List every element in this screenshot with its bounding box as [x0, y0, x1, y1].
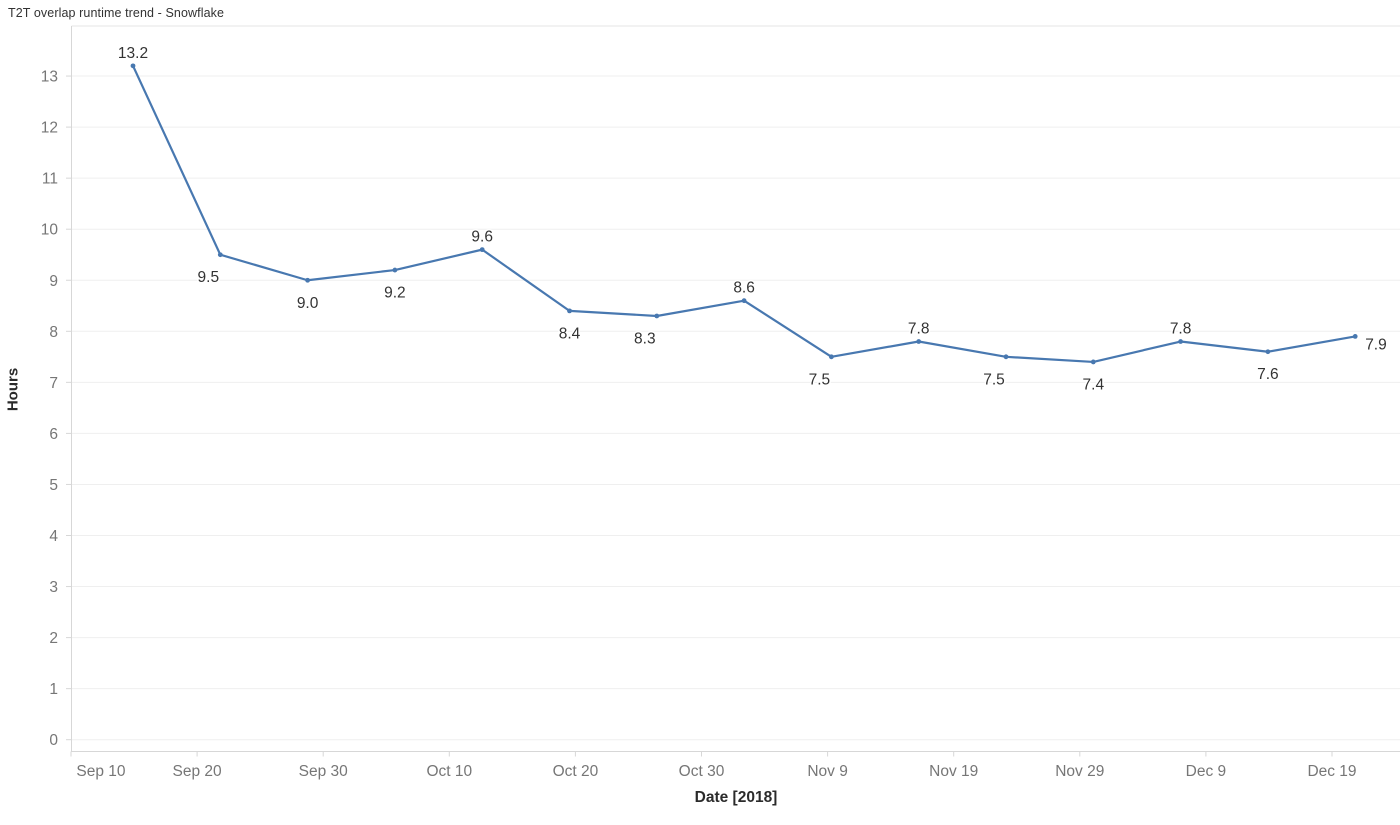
- x-tick-label: Nov 19: [929, 763, 978, 780]
- data-point-marker: [479, 247, 485, 253]
- data-point-marker: [1090, 359, 1096, 365]
- x-tick-label: Dec 19: [1307, 763, 1356, 780]
- x-tick-label: Oct 30: [679, 763, 725, 780]
- y-tick-label: 2: [49, 630, 58, 647]
- data-point-marker: [130, 63, 136, 69]
- data-point-marker: [567, 308, 572, 314]
- data-point-marker: [829, 354, 834, 360]
- x-tick-label: Dec 9: [1186, 763, 1227, 780]
- y-tick-label: 4: [49, 528, 58, 545]
- y-tick-label: 11: [42, 171, 58, 188]
- data-point-marker: [1003, 354, 1009, 360]
- x-tick-label: Oct 10: [426, 763, 472, 780]
- x-axis-title: Date [2018]: [694, 789, 778, 806]
- data-point-label: 7.5: [983, 371, 1005, 388]
- trend-line: [131, 64, 1357, 364]
- y-tick-label: 3: [49, 579, 58, 596]
- data-point-marker: [1178, 339, 1183, 344]
- data-point-marker: [741, 298, 747, 304]
- data-point-label: 9.2: [384, 285, 406, 302]
- y-tick-label: 13: [41, 69, 58, 86]
- data-point-label: 8.4: [559, 325, 581, 342]
- data-point-marker: [1352, 334, 1358, 339]
- y-tick-label: 10: [41, 222, 59, 239]
- data-point-marker: [654, 313, 660, 319]
- data-point-marker: [392, 267, 398, 273]
- data-point-label: 7.5: [809, 371, 831, 388]
- data-point-label: 9.0: [297, 295, 319, 312]
- data-point-marker: [217, 252, 223, 258]
- x-tick-label: Sep 30: [299, 763, 349, 780]
- data-point-label: 7.8: [1170, 321, 1192, 338]
- chart-title: T2T overlap runtime trend - Snowflake: [8, 6, 225, 20]
- data-point-label: 9.5: [198, 269, 220, 286]
- data-point-label: 8.3: [634, 330, 656, 347]
- y-tick-label: 5: [49, 477, 58, 494]
- data-point-label: 7.8: [908, 321, 930, 338]
- data-point-marker: [1265, 349, 1271, 355]
- data-point-marker: [916, 339, 922, 344]
- x-tick-label: Sep 20: [173, 763, 223, 780]
- y-tick-label: 8: [49, 324, 58, 341]
- y-tick-label: 7: [49, 375, 58, 392]
- y-tick-label: 12: [41, 120, 58, 137]
- y-tick-label: 0: [49, 732, 58, 749]
- data-point-label: 8.6: [733, 280, 755, 297]
- y-axis-title: Hours: [4, 367, 22, 412]
- x-tick-label: Sep 10: [76, 763, 126, 780]
- data-point-label: 13.2: [118, 45, 148, 62]
- data-point-label: 9.6: [471, 229, 493, 246]
- data-point-label: 7.6: [1257, 366, 1279, 383]
- x-tick-label: Nov 29: [1055, 763, 1104, 780]
- y-tick-label: 9: [49, 273, 58, 290]
- y-tick-label: 6: [49, 426, 58, 443]
- data-point-label: 7.4: [1083, 376, 1105, 393]
- data-point-marker: [305, 277, 310, 283]
- x-tick-label: Nov 9: [807, 763, 848, 780]
- x-tick-label: Oct 20: [553, 763, 599, 780]
- y-tick-label: 1: [49, 681, 58, 698]
- data-point-label: 7.9: [1365, 336, 1387, 353]
